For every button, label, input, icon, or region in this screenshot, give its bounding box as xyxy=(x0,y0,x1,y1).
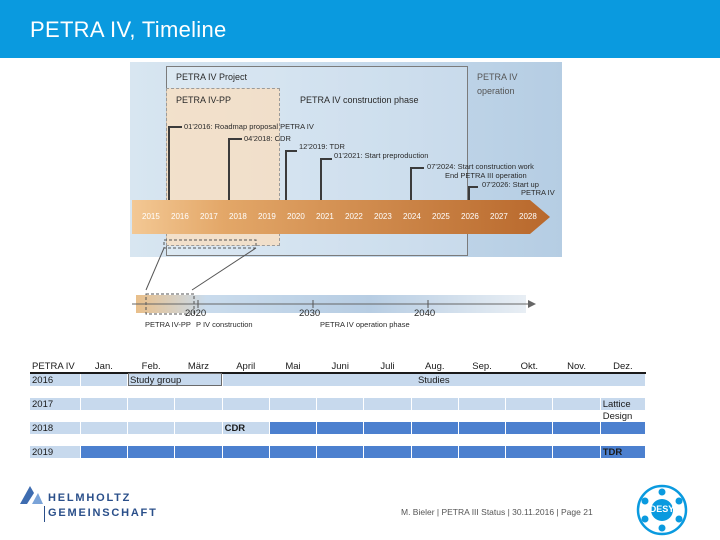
table-row xyxy=(30,434,647,446)
milestone-line xyxy=(168,126,170,206)
lower-year: 2020 xyxy=(185,308,207,319)
milestone-line xyxy=(468,186,478,188)
year-tick: 2015 xyxy=(142,212,160,221)
header-cell: Okt. xyxy=(505,360,554,374)
year-tick: 2020 xyxy=(287,212,305,221)
logo-divider xyxy=(44,506,45,522)
title-bar: PETRA IV, Timeline xyxy=(0,0,720,58)
desy-logo-text: DESY xyxy=(649,504,675,514)
year-cell: 2016 xyxy=(30,373,81,386)
milestone-line xyxy=(320,158,322,206)
studies-cell: Studies xyxy=(222,373,647,386)
construction-label: PETRA IV construction phase xyxy=(300,95,419,105)
helmholtz-wordmark-2: GEMEINSCHAFT xyxy=(48,507,158,519)
table-row xyxy=(30,386,647,398)
header-cell: PETRA IV xyxy=(30,360,81,374)
milestone-label: 07'2026: Start up xyxy=(482,180,539,189)
lower-label: P IV construction xyxy=(196,320,253,329)
milestone-line xyxy=(468,186,470,206)
timeline-diagram: PETRA IV Project PETRA IV-PP PETRA IV co… xyxy=(130,62,562,334)
milestone-label: 07'2024: Start construction work xyxy=(427,162,534,171)
year-tick: 2028 xyxy=(519,212,537,221)
table-row: Design xyxy=(30,410,647,422)
milestone-label: 12'2019: TDR xyxy=(299,142,345,151)
milestone-label: 04'2018: CDR xyxy=(244,134,291,143)
footer: HELMHOLTZ GEMEINSCHAFT M. Bieler | PETRA… xyxy=(0,478,720,540)
milestone-label: 01'2021: Start preproduction xyxy=(334,151,429,160)
operation-label-1: PETRA IV xyxy=(477,72,518,82)
table-row: 2018 CDR xyxy=(30,422,647,434)
year-tick: 2025 xyxy=(432,212,450,221)
header-cell: Mai xyxy=(269,360,318,374)
milestone-label: 01'2016: Roadmap proposal PETRA IV xyxy=(184,122,314,131)
year-cell: 2017 xyxy=(30,398,81,410)
table-row: 2016 Study group Studies xyxy=(30,373,647,386)
operation-label-2: operation xyxy=(477,86,515,96)
header-cell: Juni xyxy=(316,360,365,374)
footer-text: M. Bieler | PETRA III Status | 30.11.201… xyxy=(401,507,593,517)
year-tick: 2022 xyxy=(345,212,363,221)
header-cell: Nov. xyxy=(552,360,601,374)
milestone-line xyxy=(168,126,182,128)
header-cell: Sep. xyxy=(458,360,507,374)
milestone-line xyxy=(285,150,297,152)
milestone-line xyxy=(410,167,412,206)
header-cell: April xyxy=(222,360,270,374)
header-cell: Feb. xyxy=(127,360,176,374)
milestone-line xyxy=(320,158,332,160)
header-cell: Dez. xyxy=(600,360,647,374)
year-cell: 2019 xyxy=(30,446,81,458)
milestone-label: End PETRA III operation xyxy=(445,171,527,180)
header-cell: Aug. xyxy=(411,360,459,374)
project-label: PETRA IV Project xyxy=(176,72,248,82)
year-tick: 2016 xyxy=(171,212,189,221)
tdr-cell: TDR xyxy=(600,446,647,458)
long-term-timeline: 2020 2030 2040 PETRA IV-PP P IV construc… xyxy=(130,288,540,332)
lower-year: 2030 xyxy=(299,308,321,319)
year-cell: 2018 xyxy=(30,422,81,434)
long-term-axis xyxy=(132,293,536,315)
year-tick: 2024 xyxy=(403,212,421,221)
year-tick: 2017 xyxy=(200,212,218,221)
year-tick: 2018 xyxy=(229,212,247,221)
year-tick: 2019 xyxy=(258,212,276,221)
zoom-connector xyxy=(145,239,257,291)
cdr-cell: CDR xyxy=(222,422,270,434)
milestone-label: PETRA IV xyxy=(521,188,555,197)
milestone-line xyxy=(285,150,287,206)
lower-label: PETRA IV-PP xyxy=(145,320,191,329)
lower-label: PETRA IV operation phase xyxy=(320,320,410,329)
header-cell: März xyxy=(174,360,223,374)
table-row: 2019 TDR xyxy=(30,446,647,458)
year-tick: 2023 xyxy=(374,212,392,221)
milestone-line xyxy=(228,138,230,206)
table-header-row: PETRA IV Jan. Feb. März April Mai Juni J… xyxy=(30,360,647,374)
header-cell: Juli xyxy=(363,360,412,374)
milestone-line xyxy=(410,167,424,169)
study-group-cell: Study group xyxy=(127,373,223,386)
helmholtz-wordmark-1: HELMHOLTZ xyxy=(48,492,132,504)
year-tick: 2021 xyxy=(316,212,334,221)
lower-year: 2040 xyxy=(414,308,436,319)
year-tick: 2026 xyxy=(461,212,479,221)
page-title: PETRA IV, Timeline xyxy=(30,17,227,42)
schedule-table: PETRA IV Jan. Feb. März April Mai Juni J… xyxy=(30,360,647,458)
year-tick: 2027 xyxy=(490,212,508,221)
desy-logo-icon xyxy=(636,484,688,536)
lattice-cell: Lattice xyxy=(600,398,647,410)
design-cell: Design xyxy=(600,410,647,422)
pp-label: PETRA IV-PP xyxy=(176,95,232,105)
table-row: 2017 Lattice xyxy=(30,398,647,410)
milestone-line xyxy=(228,138,242,140)
header-cell: Jan. xyxy=(80,360,129,374)
timeline-arrow xyxy=(132,200,550,234)
helmholtz-logo-icon xyxy=(20,486,43,504)
